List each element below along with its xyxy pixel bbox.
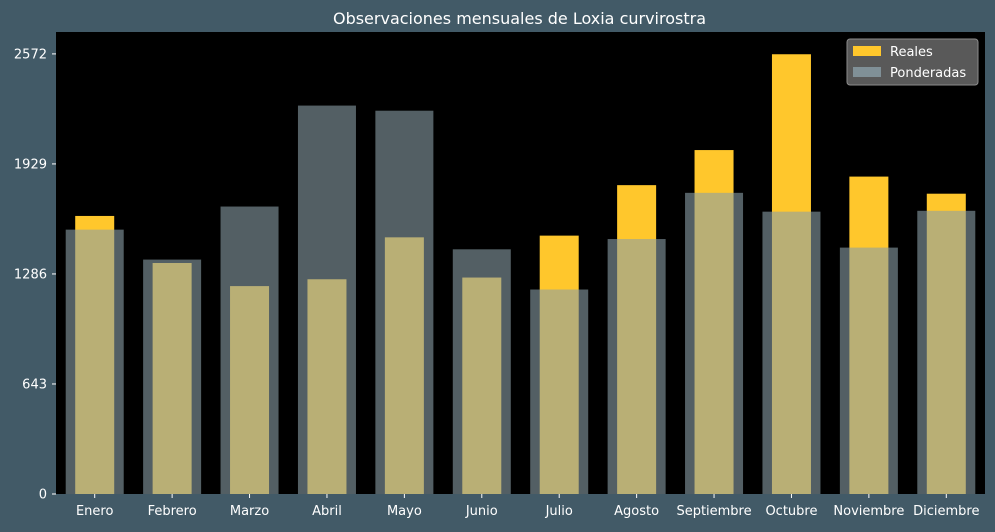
x-tick-label: Abril <box>312 504 342 519</box>
bar-ponderadas-10 <box>839 247 898 494</box>
bar-ponderadas-5 <box>452 249 511 494</box>
x-tick-label: Agosto <box>614 504 659 519</box>
y-tick-label: 1929 <box>14 157 47 172</box>
bars-layer <box>65 54 976 495</box>
legend-label-0: Reales <box>890 45 933 60</box>
y-tick-label: 643 <box>22 377 47 392</box>
axes-layer: Enero Febrero Marzo Abril Mayo Junio Julio Agos… <box>14 47 980 519</box>
bar-ponderadas-2 <box>220 206 279 495</box>
bar-ponderadas-7 <box>607 239 666 494</box>
x-tick-label: Febrero <box>148 504 197 519</box>
y-tick-label: 0 <box>39 488 47 503</box>
bar-ponderadas-8 <box>685 192 744 494</box>
legend-label-1: Ponderadas <box>890 66 966 81</box>
legend-swatch-1 <box>853 67 881 77</box>
x-tick-label: Septiembre <box>676 504 751 519</box>
x-tick-label: Diciembre <box>913 504 979 519</box>
y-tick-label: 2572 <box>14 47 47 62</box>
y-tick-label: 1286 <box>14 267 47 282</box>
chart-title: Observaciones mensuales de Loxia curviro… <box>333 9 706 28</box>
bar-ponderadas-0 <box>65 229 124 494</box>
x-tick-label: Julio <box>545 504 573 519</box>
x-tick-label: Junio <box>465 504 498 519</box>
bar-ponderadas-1 <box>143 259 202 494</box>
plot-area <box>56 32 985 494</box>
x-tick-label: Mayo <box>387 504 422 519</box>
bar-ponderadas-6 <box>530 289 589 494</box>
x-tick-label: Enero <box>76 504 114 519</box>
bar-ponderadas-3 <box>297 105 356 495</box>
bar-ponderadas-11 <box>917 210 976 495</box>
x-tick-label: Octubre <box>765 504 817 519</box>
legend-swatch-0 <box>853 46 881 56</box>
bar-ponderadas-9 <box>762 211 821 494</box>
bar-ponderadas-4 <box>375 110 434 494</box>
x-tick-label: Noviembre <box>833 504 904 519</box>
x-tick-label: Marzo <box>230 504 269 519</box>
legend: Reales Ponderadas <box>846 38 979 86</box>
